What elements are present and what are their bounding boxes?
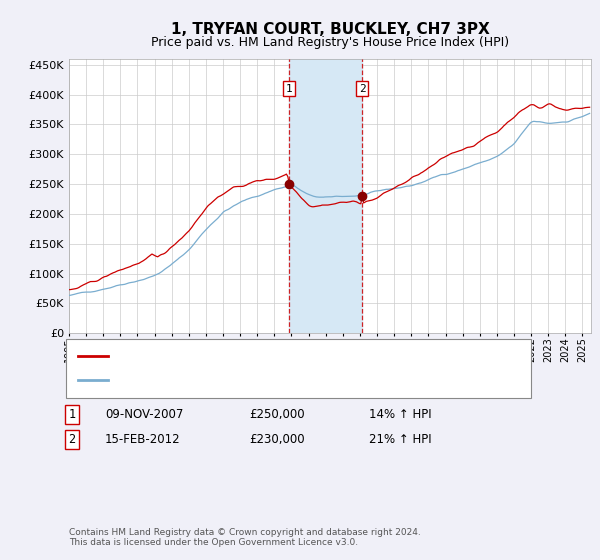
Text: £230,000: £230,000 <box>249 433 305 446</box>
Text: Contains HM Land Registry data © Crown copyright and database right 2024.
This d: Contains HM Land Registry data © Crown c… <box>69 528 421 547</box>
Text: 1, TRYFAN COURT, BUCKLEY, CH7 3PX: 1, TRYFAN COURT, BUCKLEY, CH7 3PX <box>170 22 490 38</box>
Text: 1: 1 <box>68 408 76 421</box>
Text: 15-FEB-2012: 15-FEB-2012 <box>105 433 181 446</box>
Text: £250,000: £250,000 <box>249 408 305 421</box>
Text: 14% ↑ HPI: 14% ↑ HPI <box>369 408 431 421</box>
Bar <box>289 59 362 333</box>
Text: HPI: Average price, detached house, Flintshire: HPI: Average price, detached house, Flin… <box>115 375 373 385</box>
Text: 21% ↑ HPI: 21% ↑ HPI <box>369 433 431 446</box>
Text: 09-NOV-2007: 09-NOV-2007 <box>105 408 184 421</box>
Text: 1, TRYFAN COURT, BUCKLEY, CH7 3PX (detached house): 1, TRYFAN COURT, BUCKLEY, CH7 3PX (detac… <box>115 352 428 362</box>
Text: 2: 2 <box>359 83 365 94</box>
Text: Price paid vs. HM Land Registry's House Price Index (HPI): Price paid vs. HM Land Registry's House … <box>151 36 509 49</box>
Text: 2: 2 <box>68 433 76 446</box>
Text: 1: 1 <box>286 83 292 94</box>
